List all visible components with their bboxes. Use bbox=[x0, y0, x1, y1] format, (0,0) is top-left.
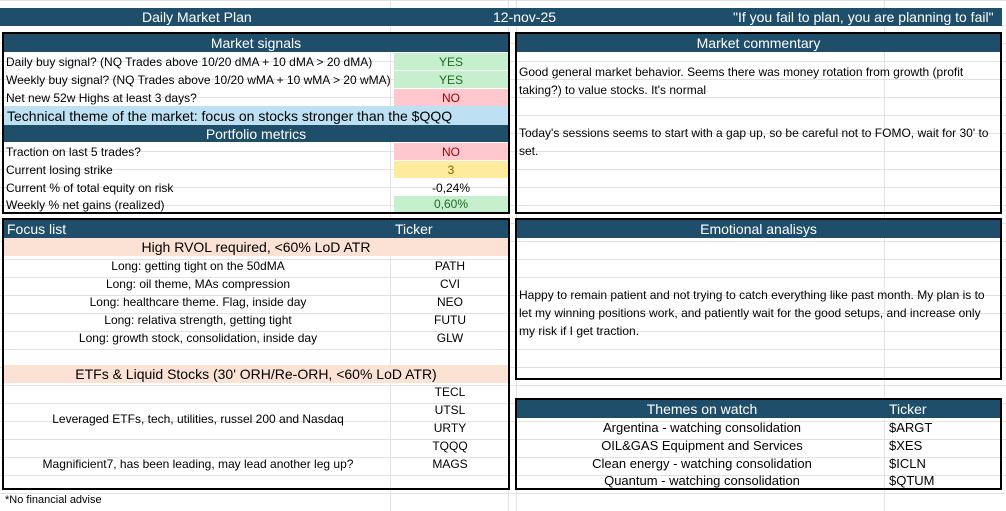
theme-ticker[interactable]: $ARGT bbox=[889, 420, 933, 435]
theme-name: OIL&GAS Equipment and Services bbox=[601, 438, 803, 453]
theme-ticker[interactable]: $ICLN bbox=[889, 456, 926, 471]
theme-name: Clean energy - watching consolidation bbox=[592, 456, 812, 471]
themes-ticker-header: Ticker bbox=[889, 401, 927, 417]
signal-label-daily: Daily buy signal? (NQ Trades above 10/20… bbox=[6, 54, 373, 69]
themes-title: Themes on watch bbox=[646, 401, 758, 417]
metric-label-gains: Weekly % net gains (realized) bbox=[6, 197, 165, 212]
emotional-text: Happy to remain patient and not trying t… bbox=[519, 288, 985, 338]
technical-theme: Technical theme of the market: focus on … bbox=[4, 106, 508, 125]
commentary-header: Market commentary bbox=[517, 34, 1000, 52]
focus-ticker-header: Ticker bbox=[395, 221, 433, 237]
commentary-block: Market commentary Good general market be… bbox=[515, 32, 1002, 214]
metric-value-traction[interactable]: NO bbox=[394, 143, 508, 160]
focus-ticker[interactable]: FUTU bbox=[434, 312, 466, 327]
metric-label-traction: Traction on last 5 trades? bbox=[6, 144, 141, 159]
signals-block: Market signals Daily buy signal? (NQ Tra… bbox=[2, 32, 510, 214]
metric-value-gains[interactable]: 0,60% bbox=[394, 196, 508, 212]
focus-note: Long: relativa strength, getting tight bbox=[104, 312, 292, 327]
focus-ticker[interactable]: PATH bbox=[434, 258, 466, 273]
themes-header-bar: Themes on watch Ticker bbox=[517, 400, 1000, 418]
metric-label-losing: Current losing strike bbox=[6, 162, 113, 177]
signal-label-weekly: Weekly buy signal? (NQ Trades above 10/2… bbox=[6, 72, 391, 87]
sheet-quote: "If you fail to plan, you are planning t… bbox=[733, 9, 994, 25]
theme-name: Argentina - watching consolidation bbox=[602, 420, 801, 435]
focus-ticker[interactable]: NEO bbox=[436, 294, 463, 309]
metric-value-losing[interactable]: 3 bbox=[394, 161, 508, 178]
commentary-paragraph-2: Today's sessions seems to start with a g… bbox=[519, 126, 989, 158]
group-rvol-title: High RVOL required, <60% LoD ATR bbox=[4, 238, 508, 256]
group-etf-title: ETFs & Liquid Stocks (30' ORH/Re-ORH, <6… bbox=[4, 365, 508, 383]
theme-ticker[interactable]: $QTUM bbox=[889, 472, 935, 488]
etf-ticker[interactable]: TQQQ bbox=[432, 438, 468, 453]
signal-value-daily[interactable]: YES bbox=[394, 53, 508, 70]
focus-note: Long: healthcare theme. Flag, inside day bbox=[89, 294, 307, 309]
signal-label-highs: Net new 52w Highs at least 3 days? bbox=[6, 90, 197, 105]
focus-ticker[interactable]: GLW bbox=[436, 330, 464, 345]
mags-note: Magnificient7, has been leading, may lea… bbox=[42, 456, 354, 471]
metric-value-risk[interactable]: -0,24% bbox=[431, 180, 471, 195]
etf-ticker[interactable]: URTY bbox=[433, 420, 467, 435]
focus-note: Long: growth stock, consolidation, insid… bbox=[78, 330, 318, 345]
themes-block: Themes on watch Ticker Argentina - watch… bbox=[515, 398, 1002, 490]
disclaimer: *No financial advise bbox=[5, 493, 102, 506]
emotional-block: Emotional analisys Happy to remain patie… bbox=[515, 218, 1002, 380]
focus-note: Long: getting tight on the 50dMA bbox=[111, 258, 285, 273]
theme-name: Quantum - watching consolidation bbox=[604, 472, 800, 488]
focus-note: Long: oil theme, MAs compression bbox=[105, 276, 291, 291]
focus-list-block: Focus list Ticker High RVOL required, <6… bbox=[2, 218, 510, 490]
emotional-header: Emotional analisys bbox=[517, 220, 1000, 238]
etf-ticker[interactable]: UTSL bbox=[434, 402, 466, 417]
focus-list-title: Focus list bbox=[7, 221, 67, 237]
sheet-title: Daily Market Plan bbox=[142, 9, 252, 25]
grid-col-line bbox=[884, 0, 885, 511]
etf-ticker[interactable]: TECL bbox=[434, 384, 466, 399]
theme-ticker[interactable]: $XES bbox=[889, 438, 923, 453]
portfolio-header: Portfolio metrics bbox=[4, 125, 508, 142]
sheet-date: 12-nov-25 bbox=[493, 9, 557, 25]
mags-ticker[interactable]: MAGS bbox=[432, 456, 468, 471]
title-bar: Daily Market Plan 12-nov-25 "If you fail… bbox=[0, 8, 1002, 26]
commentary-paragraph-1: Good general market behavior. Seems ther… bbox=[519, 65, 964, 97]
focus-ticker[interactable]: CVI bbox=[439, 276, 460, 291]
metric-label-risk: Current % of total equity on risk bbox=[6, 180, 174, 195]
focus-list-header-bar: Focus list Ticker bbox=[4, 220, 508, 238]
signal-value-weekly[interactable]: YES bbox=[394, 71, 508, 88]
etf-note: Leveraged ETFs, tech, utilities, russel … bbox=[52, 412, 344, 426]
signal-value-highs[interactable]: NO bbox=[394, 89, 508, 106]
signals-header: Market signals bbox=[4, 34, 508, 52]
